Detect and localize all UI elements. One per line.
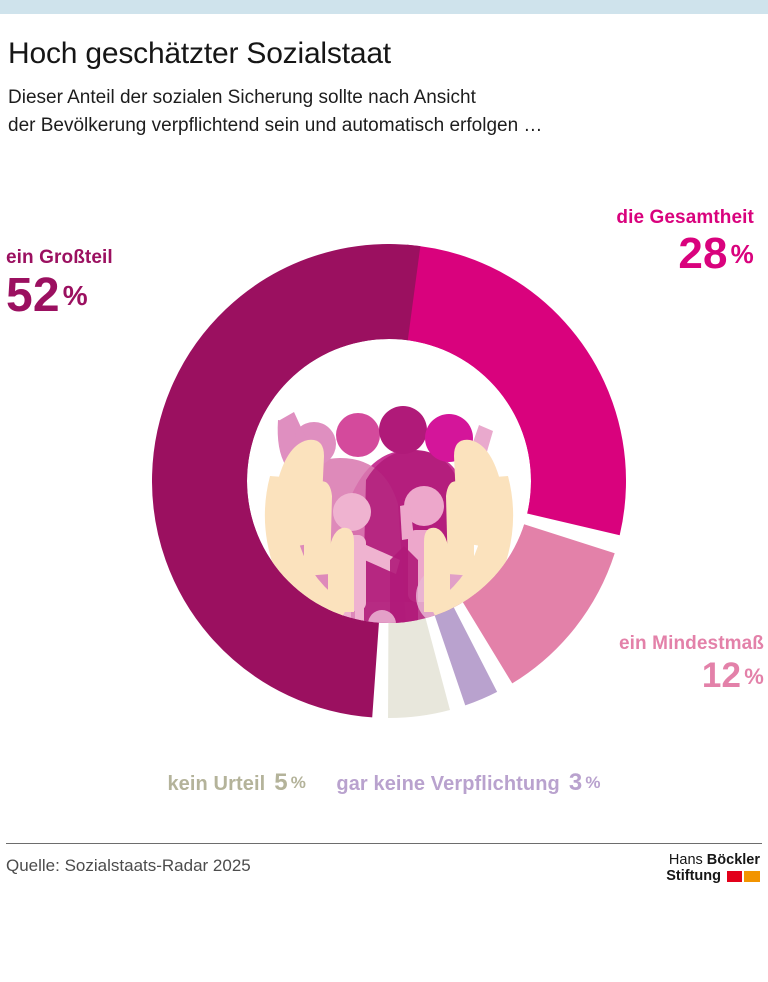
logo-red-swatch-icon bbox=[727, 870, 742, 882]
figure-center-ball bbox=[368, 610, 396, 623]
percent-sign: % bbox=[730, 239, 754, 270]
percent-sign: % bbox=[585, 773, 601, 792]
chart-area: ein Großteil 52% die Gesamtheit 28% ein … bbox=[0, 186, 768, 826]
footer-divider bbox=[6, 843, 762, 844]
figure-center-dark bbox=[390, 546, 418, 623]
label-kein-urteil-value: 5 bbox=[274, 769, 288, 796]
percent-sign: % bbox=[290, 773, 306, 792]
label-mindestmass-value: 12% bbox=[701, 656, 764, 696]
label-mindestmass: ein Mindestmaß 12% bbox=[619, 634, 764, 694]
label-gar-keine-value: 3 bbox=[568, 769, 583, 796]
segment-gesamtheit[interactable] bbox=[152, 244, 626, 718]
header: Hoch geschätzter Sozialstaat Dieser Ante… bbox=[8, 37, 760, 139]
percent-sign: % bbox=[62, 280, 88, 312]
label-grossteil: ein Großteil 52% bbox=[6, 248, 113, 321]
source-note: Quelle: Sozialstaats-Radar 2025 bbox=[6, 856, 251, 875]
label-gesamtheit-value: 28% bbox=[678, 229, 754, 279]
donut-chart bbox=[152, 244, 626, 718]
label-gesamtheit-name: die Gesamtheit bbox=[616, 207, 754, 228]
subtitle-line-2: der Bevölkerung verpflichtend sein und a… bbox=[8, 114, 543, 136]
child-head-right bbox=[404, 486, 444, 526]
logo-line-1: Hans Böckler bbox=[666, 852, 760, 868]
child-leg-left-1 bbox=[342, 604, 351, 623]
segment-grossteil[interactable] bbox=[152, 244, 626, 718]
hand-left-finger-3 bbox=[328, 527, 354, 612]
page-subtitle: Dieser Anteil der sozialen Sicherung sol… bbox=[8, 84, 708, 139]
percent-sign: % bbox=[744, 664, 764, 690]
label-gesamtheit: die Gesamtheit 28% bbox=[616, 208, 754, 277]
label-mindestmass-name: ein Mindestmaß bbox=[619, 633, 764, 654]
logo-line-2: Stiftung bbox=[666, 868, 760, 884]
child-leg-left-2 bbox=[355, 604, 364, 623]
hand-right-finger-3 bbox=[424, 527, 450, 612]
bottom-labels: kein Urteil 5% gar keine Verpflichtung 3% bbox=[0, 769, 768, 797]
head-2 bbox=[336, 413, 380, 457]
hand-left-finger-2 bbox=[304, 481, 332, 576]
label-kein-urteil-name: kein Urteil bbox=[167, 773, 266, 795]
logo-orange-swatch-icon bbox=[744, 870, 760, 882]
page-title: Hoch geschätzter Sozialstaat bbox=[8, 37, 391, 70]
top-color-band bbox=[0, 0, 768, 14]
child-head-left bbox=[333, 493, 371, 531]
label-grossteil-name: ein Großteil bbox=[6, 247, 113, 268]
logo-boeckler: Böckler bbox=[706, 852, 760, 868]
subtitle-line-1: Dieser Anteil der sozialen Sicherung sol… bbox=[8, 87, 476, 109]
logo-hans: Hans bbox=[668, 852, 707, 868]
head-3 bbox=[379, 406, 427, 454]
hans-boeckler-stiftung-logo: Hans Böckler Stiftung bbox=[666, 852, 760, 884]
center-illustration bbox=[247, 339, 531, 623]
label-kein-urteil: kein Urteil 5% bbox=[167, 769, 305, 797]
donut-svg bbox=[152, 244, 626, 718]
label-grossteil-value: 52% bbox=[6, 269, 88, 323]
label-gar-keine: gar keine Verpflichtung 3% bbox=[336, 769, 600, 797]
hand-right-finger-2 bbox=[446, 481, 474, 576]
label-gar-keine-name: gar keine Verpflichtung bbox=[336, 773, 560, 795]
child-arm-right bbox=[400, 504, 414, 540]
logo-stiftung: Stiftung bbox=[666, 868, 721, 885]
